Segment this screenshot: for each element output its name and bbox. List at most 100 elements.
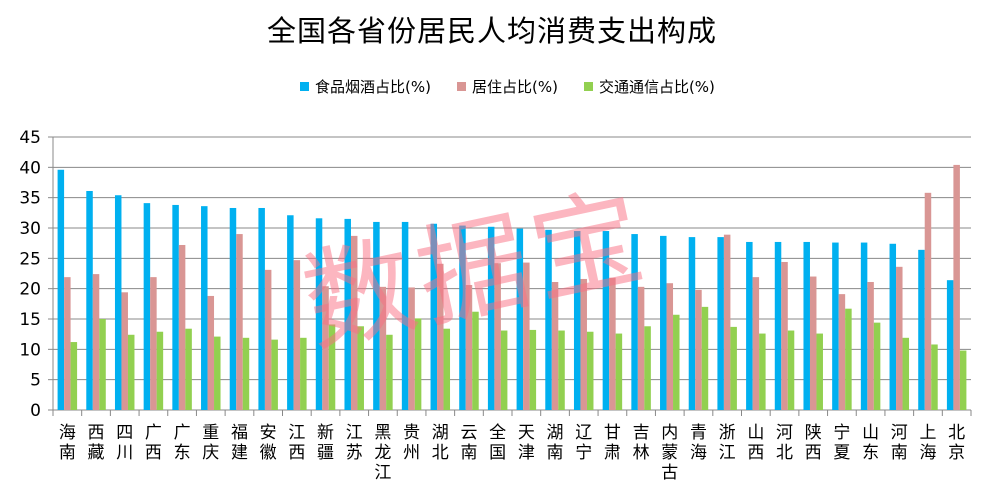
x-tick-label: 安 [260,423,277,443]
x-tick-label: 江 [346,423,363,443]
x-tick-label: 上 [919,423,936,443]
x-tick-label: 南 [59,443,76,463]
x-tick-label: 山 [862,423,879,443]
bar [300,337,307,410]
bar [465,285,473,410]
bar [459,225,466,410]
x-tick-label: 西 [288,443,305,463]
x-tick-label: 黑 [374,423,391,443]
bar [293,260,301,410]
bar [615,333,623,410]
bar [873,322,881,410]
bar [717,237,724,410]
x-tick-label: 内 [661,423,678,443]
bar [121,292,128,410]
y-tick-label: 10 [19,340,41,360]
bar [379,286,387,410]
bar [924,192,932,410]
bar [867,281,874,410]
bar [156,331,164,410]
bar [264,269,272,410]
x-tick-label: 四 [116,423,133,443]
x-tick-label: 湖 [432,423,449,443]
bar [946,280,954,410]
bar [86,190,93,410]
bar [472,311,479,410]
bar [236,234,243,410]
x-tick-label: 徽 [260,443,277,463]
bar [127,334,135,410]
x-tick-label: 东 [174,443,191,463]
bar [723,234,731,410]
x-tick-label: 西 [747,443,764,463]
y-tick-label: 20 [19,280,41,300]
legend-label: 食品烟酒占比(%) [315,78,431,96]
bar [207,295,215,410]
x-tick-label: 疆 [317,443,334,463]
x-tick-label: 国 [489,443,506,463]
x-tick-label: 云 [460,423,477,443]
bar [172,204,179,410]
x-tick-label: 蒙 [661,443,678,463]
x-tick-label: 苏 [346,443,363,463]
bar [401,221,409,410]
bar [931,344,938,410]
bar [287,215,294,410]
bar [185,328,192,410]
legend-swatch [456,82,466,91]
bar [573,231,581,410]
x-tick-label: 重 [202,423,219,443]
bar [258,207,265,410]
x-tick-label: 肃 [604,443,621,463]
bar [759,333,766,410]
x-tick-label: 西 [145,443,162,463]
x-tick-label: 海 [919,443,936,463]
x-tick-label: 吉 [633,423,650,443]
bar [350,235,358,410]
bar [809,276,817,410]
x-tick-label: 福 [231,423,248,443]
legend-item: 交通通信占比(%) [583,76,715,97]
x-tick-label: 新 [317,423,334,443]
x-tick-label: 辽 [575,423,592,443]
bar [752,277,760,410]
bar [845,308,852,410]
x-tick-label: 东 [862,443,879,463]
legend-item: 食品烟酒占比(%) [300,76,431,97]
x-tick-label: 北 [948,423,965,443]
bar [70,342,78,410]
x-tick-label: 川 [116,443,133,463]
x-tick-label: 河 [776,423,793,443]
bar [271,339,278,410]
x-tick-label: 北 [776,443,793,463]
bar [500,330,508,410]
bar [586,331,594,410]
legend-label: 居住占比(%) [471,78,558,96]
y-tick-label: 40 [19,158,41,178]
legend: 食品烟酒占比(%) 居住占比(%) 交通通信占比(%) [300,76,715,97]
bar [637,286,645,410]
bar [315,218,323,410]
bar [781,261,788,410]
bar [860,242,868,410]
bar [357,326,364,410]
bar [660,235,667,410]
bar [701,306,709,410]
x-tick-label: 江 [374,463,391,483]
bar [150,277,157,410]
bar [730,326,737,410]
bar [529,329,537,410]
bar [201,206,208,410]
x-tick-label: 龙 [374,443,391,463]
bar [516,228,524,410]
x-tick-label: 贵 [403,423,420,443]
x-tick-label: 河 [891,423,908,443]
x-tick-label: 江 [288,423,305,443]
legend-swatch [300,82,309,91]
bar [832,242,839,410]
x-tick-label: 海 [59,423,76,443]
bar [242,337,250,410]
bar [558,330,565,410]
bar [114,195,122,410]
